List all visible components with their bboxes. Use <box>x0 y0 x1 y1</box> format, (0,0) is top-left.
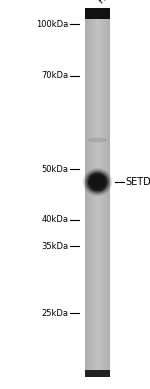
Bar <box>107 8 108 377</box>
Bar <box>90 8 91 377</box>
Ellipse shape <box>88 138 107 142</box>
Text: HeLa: HeLa <box>96 0 118 6</box>
Text: 40kDa: 40kDa <box>41 215 68 224</box>
Bar <box>108 8 109 377</box>
Bar <box>85 8 86 377</box>
Bar <box>96 8 97 377</box>
Bar <box>101 8 102 377</box>
Bar <box>99 8 100 377</box>
Bar <box>85 370 110 377</box>
Bar <box>109 8 110 377</box>
Text: 35kDa: 35kDa <box>41 242 68 251</box>
Bar <box>106 8 107 377</box>
Bar <box>86 8 87 377</box>
Bar <box>85 8 110 377</box>
Text: 70kDa: 70kDa <box>41 71 68 81</box>
Bar <box>104 8 105 377</box>
Bar <box>105 8 106 377</box>
Bar <box>92 8 93 377</box>
Bar <box>100 8 101 377</box>
Bar <box>87 8 88 377</box>
Bar <box>85 8 110 19</box>
Ellipse shape <box>88 173 107 191</box>
Ellipse shape <box>86 171 109 193</box>
Bar <box>88 8 89 377</box>
Bar <box>97 8 98 377</box>
Text: SETD7: SETD7 <box>125 177 150 187</box>
Bar <box>102 8 103 377</box>
Bar <box>98 8 99 377</box>
Bar <box>103 8 104 377</box>
Ellipse shape <box>90 175 105 189</box>
Text: 50kDa: 50kDa <box>41 165 68 174</box>
Bar <box>95 8 96 377</box>
Bar <box>94 8 95 377</box>
Ellipse shape <box>85 170 110 194</box>
Bar <box>89 8 90 377</box>
Text: 100kDa: 100kDa <box>36 19 68 29</box>
Text: 25kDa: 25kDa <box>41 308 68 318</box>
Bar <box>91 8 92 377</box>
Bar <box>93 8 94 377</box>
Ellipse shape <box>83 168 112 196</box>
